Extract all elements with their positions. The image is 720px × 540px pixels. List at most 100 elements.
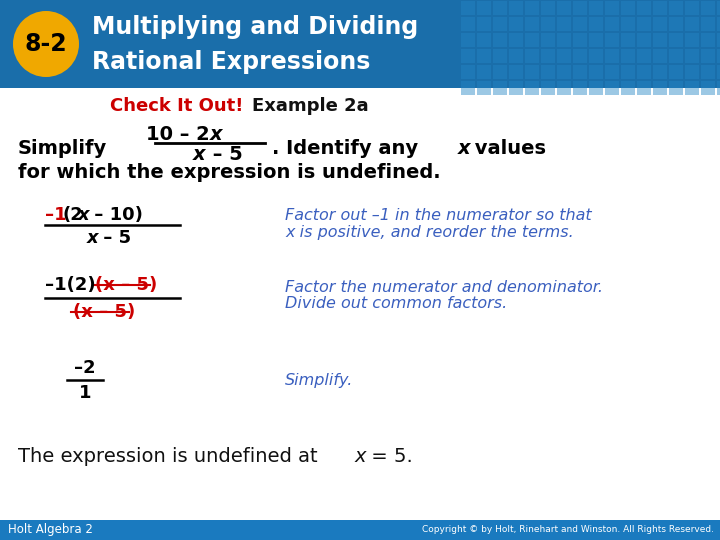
Text: x is positive, and reorder the terms.: x is positive, and reorder the terms. [285,226,574,240]
Text: Check It Out!: Check It Out! [110,97,250,115]
Bar [525,1,539,15]
Bar [557,49,571,63]
Bar [461,81,475,95]
Bar [557,1,571,15]
Bar [717,65,720,79]
Bar [717,49,720,63]
Bar [0,520,720,540]
Text: x: x [78,206,89,224]
Bar [589,33,603,47]
Text: 8-2: 8-2 [24,32,67,56]
Bar [477,49,491,63]
Bar [605,33,619,47]
Bar [669,33,683,47]
Text: (2: (2 [63,206,84,224]
Bar [653,1,667,15]
Bar [509,81,523,95]
Bar [493,81,507,95]
Bar [573,49,587,63]
Bar [653,33,667,47]
Bar [509,1,523,15]
Text: Multiplying and Dividing: Multiplying and Dividing [92,15,418,39]
Bar [573,1,587,15]
Text: Copyright © by Holt, Rinehart and Winston. All Rights Reserved.: Copyright © by Holt, Rinehart and Winsto… [422,525,714,535]
Bar [589,1,603,15]
Bar [541,81,555,95]
Bar [605,49,619,63]
Text: – 5: – 5 [97,229,131,247]
Bar [589,49,603,63]
Bar [701,33,715,47]
Bar [669,65,683,79]
Bar [509,49,523,63]
Text: Factor out –1 in the numerator so that: Factor out –1 in the numerator so that [285,208,592,224]
Circle shape [13,11,79,77]
Text: (x – 5): (x – 5) [73,303,135,321]
Bar [541,49,555,63]
Text: . Identify any: . Identify any [272,138,425,158]
Text: –1(2): –1(2) [45,276,96,294]
Bar [477,1,491,15]
Bar [685,1,699,15]
Bar [685,81,699,95]
Bar [573,33,587,47]
Text: Factor the numerator and denominator.: Factor the numerator and denominator. [285,280,603,294]
Bar [637,49,651,63]
Text: x: x [192,145,205,165]
Bar [669,81,683,95]
Bar [509,65,523,79]
Bar [621,65,635,79]
Bar [669,17,683,31]
Bar [541,65,555,79]
Bar [461,49,475,63]
Bar [525,81,539,95]
Bar [589,81,603,95]
Bar [461,1,475,15]
Text: x: x [210,125,222,145]
Bar [461,17,475,31]
Bar [605,81,619,95]
Bar [621,49,635,63]
Bar [461,65,475,79]
Bar [653,65,667,79]
Text: Holt Algebra 2: Holt Algebra 2 [8,523,93,537]
Text: x: x [87,229,99,247]
Bar [0,0,720,88]
Bar [717,1,720,15]
Bar [717,17,720,31]
Bar [557,17,571,31]
Bar [621,33,635,47]
Bar [701,17,715,31]
Bar [493,33,507,47]
Bar [717,81,720,95]
Bar [477,65,491,79]
Text: –2: –2 [74,359,96,377]
Bar [573,65,587,79]
Bar [701,81,715,95]
Bar [477,81,491,95]
Bar [509,33,523,47]
Bar [525,49,539,63]
Bar [621,17,635,31]
Text: Simplify.: Simplify. [285,374,354,388]
Bar [493,17,507,31]
Bar [541,33,555,47]
Bar [557,33,571,47]
Bar [557,81,571,95]
Text: 10 – 2: 10 – 2 [146,125,210,145]
Bar [717,33,720,47]
Bar [669,1,683,15]
Bar [477,17,491,31]
Bar [637,81,651,95]
Text: Example 2a: Example 2a [252,97,369,115]
Bar [637,17,651,31]
Bar [525,65,539,79]
Bar [605,65,619,79]
Text: (x – 5): (x – 5) [95,276,157,294]
Bar [493,65,507,79]
Text: Divide out common factors.: Divide out common factors. [285,296,508,312]
Bar [525,33,539,47]
Bar [557,65,571,79]
Bar [685,17,699,31]
Text: x: x [458,138,471,158]
